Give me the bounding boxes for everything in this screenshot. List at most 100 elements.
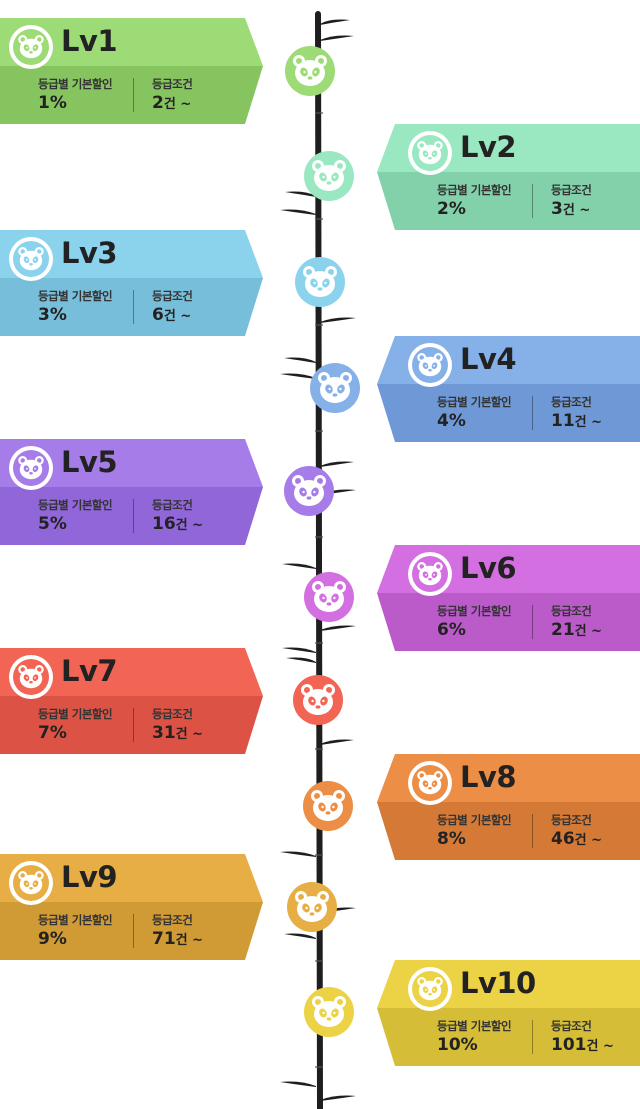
discount-label: 등급별 기본할인 [38,707,113,721]
condition-count: 21 [551,620,575,640]
condition-label: 등급조건 [551,604,592,618]
stem-node-lv2 [304,151,354,201]
divider [133,499,134,533]
divider [532,605,533,639]
divider [133,290,134,324]
condition-label: 등급조건 [551,395,592,409]
panda-face-icon [318,372,352,403]
condition-unit: 건 ~ [175,518,204,533]
condition-value: 2건 ~ [152,93,191,113]
condition-unit: 건 ~ [574,833,603,848]
discount-label: 등급별 기본할인 [437,813,512,827]
tier-card-body [377,172,640,230]
divider [133,78,134,112]
tier-level-title: Lv5 [61,445,118,479]
condition-unit: 건 ~ [586,1039,614,1054]
condition-count: 46 [551,829,575,849]
condition-label: 등급조건 [551,813,592,827]
discount-label: 등급별 기본할인 [38,913,113,927]
discount-value: 6% [437,620,466,640]
stem-node-lv3 [295,257,345,307]
panda-face-icon [417,977,443,1001]
tier-badge [408,343,452,387]
discount-value: 1% [38,93,67,113]
tier-card-lv6: Lv6 등급별 기본할인 등급조건 6% 21건 ~ [377,545,640,651]
condition-label: 등급조건 [152,913,193,927]
tier-card-body [377,384,640,442]
tier-card-lv4: Lv4 등급별 기본할인 등급조건 4% 11건 ~ [377,336,640,442]
discount-value: 8% [437,829,466,849]
panda-face-icon [417,141,443,165]
condition-unit: 건 ~ [175,727,204,742]
condition-value: 21건 ~ [551,620,602,640]
tier-level-title: Lv7 [61,654,118,688]
tier-card-body [0,278,263,336]
condition-value: 11건 ~ [551,411,602,431]
divider [532,814,533,848]
discount-value: 2% [437,199,466,219]
condition-value: 6건 ~ [152,305,191,325]
tier-card-lv3: Lv3 등급별 기본할인 등급조건 3% 6건 ~ [0,230,263,336]
tier-level-title: Lv9 [61,860,118,894]
discount-value: 9% [38,929,67,949]
condition-label: 등급조건 [551,183,592,197]
tier-level-title: Lv6 [460,551,517,585]
discount-value: 3% [38,305,67,325]
condition-count: 31 [152,723,176,743]
condition-unit: 건 ~ [562,203,591,218]
tier-badge [408,131,452,175]
tier-level-title: Lv2 [460,130,517,164]
tier-card-body [377,1008,640,1066]
panda-face-icon [417,771,443,795]
panda-face-icon [417,353,443,377]
tier-card-body [377,802,640,860]
stem-node-lv5 [284,466,334,516]
stem-node-lv6 [304,572,354,622]
discount-label: 등급별 기본할인 [38,498,113,512]
divider [532,396,533,430]
condition-count: 6 [152,305,164,325]
discount-label: 등급별 기본할인 [437,395,512,409]
tier-card-lv7: Lv7 등급별 기본할인 등급조건 7% 31건 ~ [0,648,263,754]
tier-level-title: Lv8 [460,760,517,794]
tier-card-body [0,902,263,960]
condition-value: 16건 ~ [152,514,203,534]
discount-value: 5% [38,514,67,534]
condition-value: 71건 ~ [152,929,203,949]
stem-node-lv10 [304,987,354,1037]
panda-face-icon [301,684,335,715]
tier-card-body [377,593,640,651]
tier-card-body [0,487,263,545]
tier-card-body [0,66,263,124]
condition-value: 46건 ~ [551,829,602,849]
discount-label: 등급별 기본할인 [38,77,113,91]
stem-node-lv8 [303,781,353,831]
tier-card-lv5: Lv5 등급별 기본할인 등급조건 5% 16건 ~ [0,439,263,545]
discount-label: 등급별 기본할인 [437,183,512,197]
panda-face-icon [18,247,44,271]
condition-label: 등급조건 [152,707,193,721]
tier-badge [9,861,53,905]
condition-label: 등급조건 [152,498,193,512]
panda-face-icon [417,562,443,586]
condition-count: 3 [551,199,563,219]
panda-face-icon [311,790,345,821]
tier-card-lv9: Lv9 등급별 기본할인 등급조건 9% 71건 ~ [0,854,263,960]
tier-badge [9,237,53,281]
condition-value: 101건 ~ [551,1035,614,1055]
tier-card-lv8: Lv8 등급별 기본할인 등급조건 8% 46건 ~ [377,754,640,860]
tier-card-lv2: Lv2 등급별 기본할인 등급조건 2% 3건 ~ [377,124,640,230]
condition-count: 101 [551,1035,587,1055]
tier-level-title: Lv3 [61,236,118,270]
tier-card-body [0,696,263,754]
panda-face-icon [18,456,44,480]
condition-label: 등급조건 [152,289,193,303]
tier-level-title: Lv4 [460,342,517,376]
panda-face-icon [18,35,44,59]
discount-value: 10% [437,1035,478,1055]
tier-level-title: Lv10 [460,966,536,1000]
discount-value: 7% [38,723,67,743]
divider [133,914,134,948]
condition-label: 등급조건 [551,1019,592,1033]
stem-node-lv4 [310,363,360,413]
